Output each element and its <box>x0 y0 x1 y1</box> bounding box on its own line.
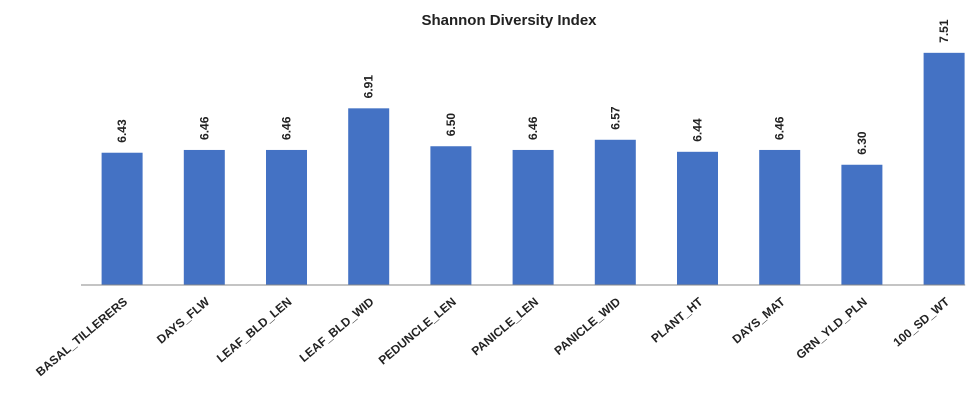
bar <box>101 152 143 285</box>
bar <box>677 151 718 285</box>
x-tick-label: LEAF_BLD_LEN <box>214 295 295 366</box>
bar <box>348 108 390 285</box>
value-label: 6.44 <box>691 118 705 142</box>
value-label: 6.46 <box>773 116 787 140</box>
bar <box>923 52 965 286</box>
value-label: 6.30 <box>855 131 869 155</box>
bar <box>430 146 472 285</box>
bar <box>266 149 307 285</box>
value-label: 7.51 <box>937 19 951 43</box>
bar <box>512 149 554 285</box>
x-tick-label: PANICLE_WID <box>552 294 624 358</box>
bar <box>183 149 225 285</box>
bar <box>594 139 636 285</box>
x-tick-label: GRN_YLD_PLN <box>793 295 869 362</box>
x-tick-label: DAYS_MAT <box>730 294 789 346</box>
x-tick-label: PLANT_HT <box>648 294 706 345</box>
value-label: 6.91 <box>362 75 376 99</box>
value-label: 6.57 <box>608 106 622 130</box>
bar <box>841 164 883 285</box>
x-tick-label: DAYS_FLW <box>154 294 213 346</box>
x-tick-label: PEDUNCLE_LEN <box>376 295 459 368</box>
x-tick-label: 100_SD_WT <box>890 294 952 349</box>
bar <box>759 149 801 285</box>
chart-title: Shannon Diversity Index <box>421 12 597 29</box>
value-label: 6.50 <box>444 113 458 137</box>
value-label: 6.46 <box>526 116 540 140</box>
x-tick-label: PANICLE_LEN <box>469 295 541 359</box>
value-label: 6.43 <box>115 119 129 143</box>
x-tick-label: LEAF_BLD_WID <box>297 294 377 365</box>
x-tick-label: BASAL_TILLERERS <box>33 295 130 379</box>
value-label: 6.46 <box>280 116 294 140</box>
value-label: 6.46 <box>197 116 211 140</box>
